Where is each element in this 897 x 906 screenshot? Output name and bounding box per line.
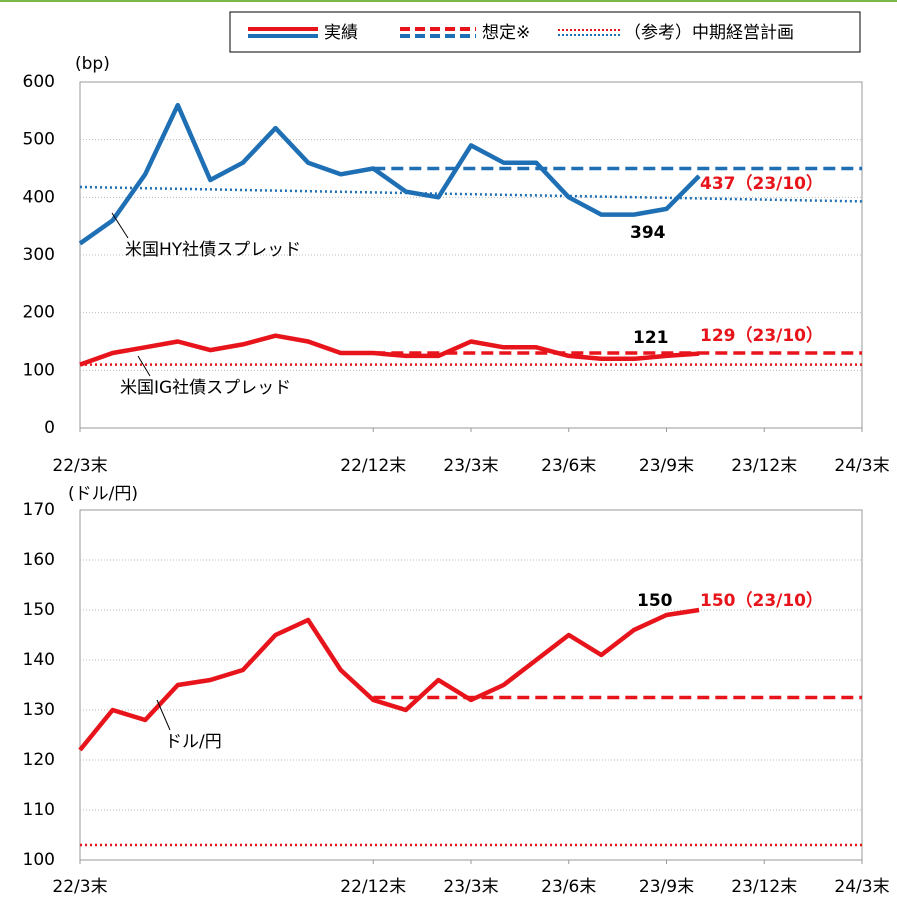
annotation: 121 [633,328,669,348]
series-label: 米国HY社債スプレッド [125,240,301,260]
series-label: ドル/円 [165,732,222,752]
y-tick-label: 110 [23,800,55,820]
y-tick-label: 0 [44,418,55,438]
leader-line [137,355,151,377]
plot-area [79,509,863,861]
x-tick-label: 23/12末 [731,456,797,476]
x-tick-label: 22/3末 [52,456,107,476]
y-tick-label: 150 [23,600,55,620]
legend-label: 想定※ [482,23,530,43]
x-tick-label: 23/6末 [541,877,596,897]
annotation: 150 [637,591,673,611]
series-line [79,333,700,367]
y-tick-label: 200 [23,303,55,323]
y-axis-title: (bp) [75,54,110,74]
x-tick-label: 23/9末 [639,877,694,897]
series-line [78,607,700,752]
legend-label: 実績 [324,23,358,43]
annotation: 394 [630,223,666,243]
y-tick-label: 160 [23,550,55,570]
y-tick-label: 170 [23,500,55,520]
annotation: 150（23/10） [700,590,823,611]
legend: 実績 想定※ （参考）中期経営計画 [248,23,794,43]
y-tick-label: 500 [23,130,55,150]
x-tick-label: 23/6末 [541,456,596,476]
leader-line [111,212,129,239]
series-line [79,185,863,203]
y-tick-label: 120 [23,750,55,770]
x-tick-label: 23/3末 [443,877,498,897]
x-tick-label: 22/12末 [340,877,406,897]
x-tick-label: 24/3末 [834,877,889,897]
x-tick-label: 23/9末 [639,456,694,476]
x-tick-label: 24/3末 [834,456,889,476]
y-tick-label: 140 [23,650,55,670]
x-tick-label: 23/12末 [731,877,797,897]
y-tick-label: 300 [23,245,55,265]
legend-box [229,11,861,53]
x-tick-label: 22/3末 [52,877,107,897]
y-axis-title: (ドル/円) [68,484,138,504]
annotation: 129（23/10） [700,325,823,346]
y-tick-label: 600 [23,72,55,92]
y-tick-label: 100 [23,360,55,380]
series-line [78,102,701,246]
x-tick-label: 22/12末 [340,456,406,476]
series-label: 米国IG社債スプレッド [120,378,291,398]
y-tick-label: 100 [23,850,55,870]
y-tick-label: 130 [23,700,55,720]
legend-label: （参考）中期経営計画 [624,23,794,43]
annotation: 437（23/10） [700,173,823,194]
y-tick-label: 400 [23,187,55,207]
x-tick-label: 23/3末 [443,456,498,476]
leader-line [156,699,171,731]
